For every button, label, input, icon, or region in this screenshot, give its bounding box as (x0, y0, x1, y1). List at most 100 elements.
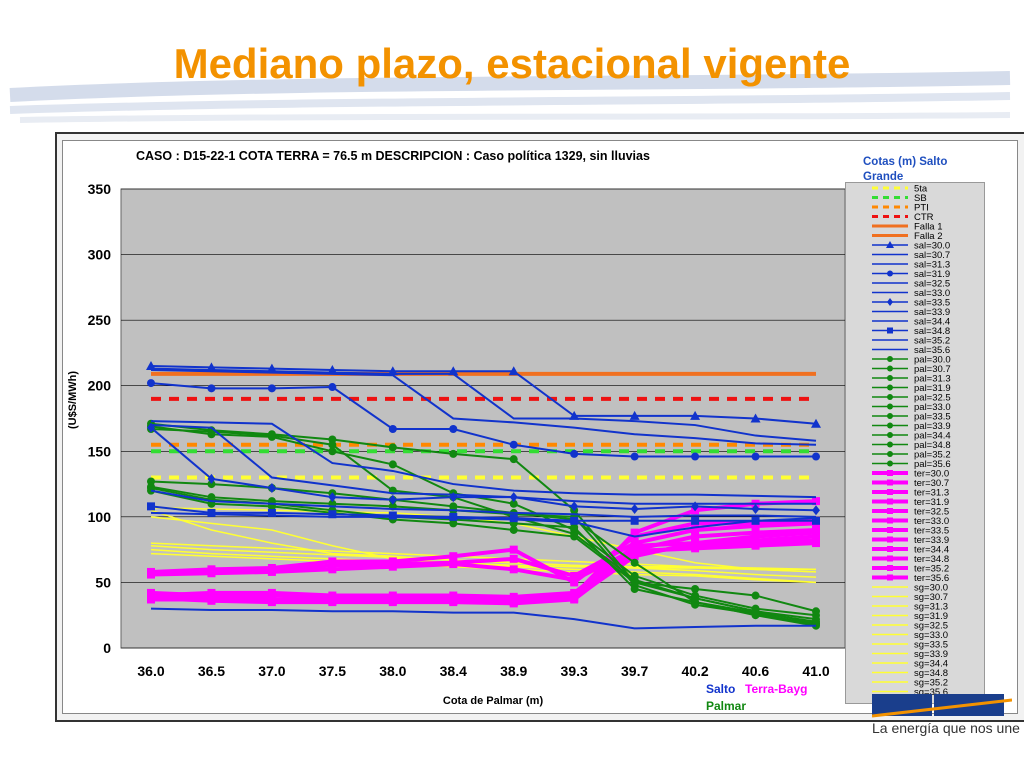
series-line-ter (150, 518, 817, 585)
series-line-sal (150, 511, 817, 538)
data-point (509, 514, 518, 523)
x-tick-label: 40.2 (681, 663, 708, 679)
data-point (570, 449, 579, 458)
data-point (509, 440, 518, 449)
series-line-sal (150, 367, 817, 442)
data-point (811, 418, 821, 428)
data-point (691, 516, 700, 525)
data-point (267, 431, 276, 440)
y-tick-label: 200 (88, 378, 112, 394)
data-point (691, 452, 700, 461)
x-tick-label: 41.0 (802, 663, 829, 679)
data-point (388, 511, 397, 520)
data-point (630, 584, 639, 593)
data-point (630, 546, 639, 555)
series-line-ter (150, 527, 817, 582)
x-tick-label: 36.5 (198, 663, 225, 679)
y-tick-label: 0 (103, 640, 111, 656)
data-point (629, 410, 640, 420)
data-point (267, 384, 276, 393)
data-point (449, 519, 458, 528)
data-point (691, 501, 700, 512)
data-point (630, 516, 639, 525)
series-line-sal (150, 489, 817, 518)
data-point (509, 525, 518, 534)
data-point (509, 499, 518, 508)
data-point (388, 591, 397, 600)
data-point (328, 440, 337, 449)
data-point (691, 525, 700, 534)
data-point (630, 541, 639, 550)
data-point (207, 480, 216, 489)
x-tick-label: 40.6 (742, 663, 769, 679)
data-point (691, 594, 700, 603)
x-axis-label: Cota de Palmar (m) (443, 695, 544, 707)
data-point (812, 532, 820, 541)
data-point (449, 449, 458, 458)
data-point (449, 591, 458, 600)
x-tick-label: 38.0 (379, 663, 406, 679)
series-line-sg (150, 516, 816, 571)
x-tick-label: 39.3 (561, 663, 588, 679)
data-point (388, 494, 397, 505)
y-tick-label: 100 (88, 509, 112, 525)
data-point (207, 588, 216, 597)
data-point (630, 452, 639, 461)
data-point (388, 424, 397, 433)
slide-title: Mediano plazo, estacional vigente (173, 40, 851, 87)
y-tick-label: 250 (88, 312, 112, 328)
data-point (267, 508, 276, 517)
data-point (388, 460, 397, 469)
series-line-sal (150, 426, 817, 512)
y-tick-label: 300 (88, 247, 112, 263)
data-point (508, 366, 519, 376)
company-logo (872, 694, 1012, 718)
x-tick-label: 38.4 (440, 663, 467, 679)
data-point (690, 410, 701, 420)
series-line-ter (151, 499, 817, 605)
data-point (630, 558, 639, 567)
data-point (328, 596, 337, 605)
data-point (570, 523, 579, 532)
series-line-sg (150, 506, 817, 573)
group-label-terra: Terra-Bayg (745, 682, 808, 696)
series-line-sal (150, 368, 817, 446)
data-point (267, 567, 276, 576)
data-point (570, 532, 579, 541)
data-point (267, 596, 276, 605)
data-point (147, 502, 155, 511)
data-point (812, 539, 820, 548)
data-point (449, 512, 458, 521)
series-line-ter (150, 534, 817, 599)
logo-tagline: La energía que nos une (872, 720, 1020, 736)
data-point (812, 516, 820, 525)
x-tick-label: 38.9 (500, 663, 527, 679)
data-point (147, 570, 155, 579)
data-point (449, 552, 458, 561)
data-point (388, 443, 397, 452)
y-tick-label: 150 (88, 443, 112, 459)
legend (845, 182, 985, 704)
series-line-sal (150, 607, 816, 630)
group-label-palmar: Palmar (706, 699, 747, 713)
data-point (147, 379, 155, 388)
x-tick-label: 39.7 (621, 663, 648, 679)
series-line-sal (150, 505, 816, 522)
data-point (328, 591, 337, 600)
series-line-pal (150, 489, 817, 625)
y-axis-label: (U$S/MWh) (67, 371, 79, 429)
y-tick-label: 350 (88, 181, 112, 197)
data-point (812, 497, 820, 506)
data-point (751, 452, 760, 461)
data-point (630, 578, 639, 587)
series-line-sal (150, 365, 817, 425)
data-point (388, 596, 397, 605)
data-point (751, 607, 760, 616)
data-point (509, 554, 518, 563)
data-point (207, 473, 216, 484)
data-point (509, 598, 518, 607)
data-point (509, 565, 518, 574)
data-point (207, 384, 216, 393)
data-point (388, 562, 397, 571)
